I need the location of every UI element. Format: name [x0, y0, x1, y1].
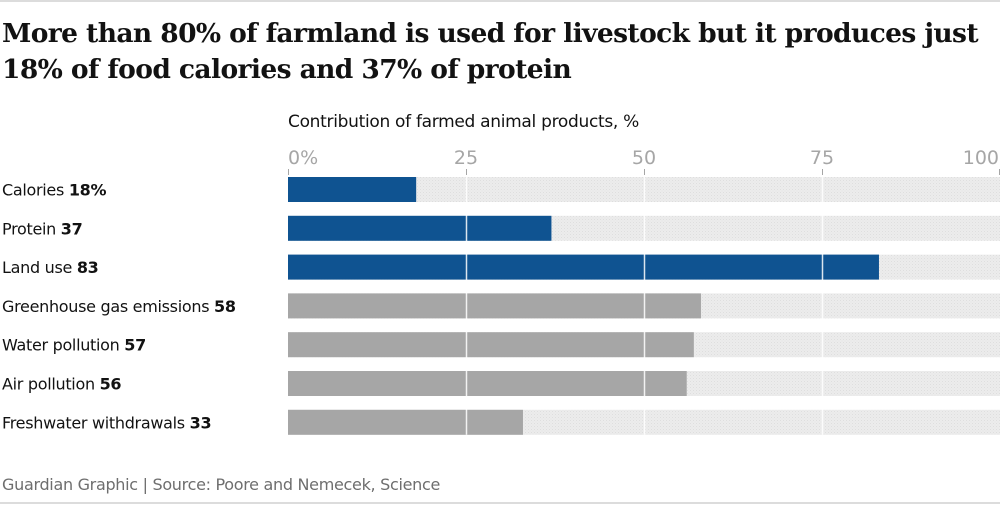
bars [288, 177, 879, 435]
bar [288, 177, 417, 202]
axis-title: Contribution of farmed animal products, … [288, 112, 639, 132]
top-rule [0, 0, 1000, 2]
x-tick-label: 0% [288, 147, 318, 169]
data-label: 18% [69, 181, 107, 200]
category-label: Calories 18% [2, 181, 106, 200]
category-label: Protein 37 [2, 219, 82, 238]
x-tick-label: 50 [632, 147, 656, 169]
data-label: 33 [190, 413, 212, 432]
data-label: 57 [124, 336, 146, 355]
bar [288, 293, 701, 319]
category-label: Air pollution 56 [2, 375, 121, 394]
bar [288, 254, 879, 280]
category-name: Air pollution [2, 375, 100, 394]
bar [288, 215, 552, 241]
category-name: Freshwater withdrawals [2, 413, 190, 432]
bar [288, 332, 694, 358]
category-name: Greenhouse gas emissions [2, 297, 214, 316]
source-note: Guardian Graphic | Source: Poore and Nem… [2, 475, 441, 494]
bar [288, 409, 523, 435]
data-label: 83 [77, 258, 99, 277]
category-name: Land use [2, 258, 77, 277]
category-name: Protein [2, 219, 61, 238]
category-name: Calories [2, 181, 69, 200]
x-tick-label: 100 [963, 147, 999, 169]
bottom-rule [0, 502, 1000, 504]
category-label: Land use 83 [2, 258, 98, 277]
x-tick-label: 25 [454, 147, 478, 169]
gridlines [465, 177, 824, 435]
category-name: Water pollution [2, 336, 124, 355]
chart-title: More than 80% of farmland is used for li… [2, 18, 979, 85]
data-label: 37 [61, 219, 83, 238]
category-label: Water pollution 57 [2, 336, 146, 355]
data-label: 58 [214, 297, 236, 316]
category-label: Freshwater withdrawals 33 [2, 413, 211, 432]
x-axis: 0% 25 50 75 100 [288, 147, 1000, 175]
bar [288, 371, 687, 396]
x-tick-label: 75 [810, 147, 834, 169]
data-label: 56 [100, 375, 122, 394]
category-label: Greenhouse gas emissions 58 [2, 297, 236, 316]
category-labels: Calories 18% Protein 37 Land use 83 Greenho… [2, 181, 236, 433]
